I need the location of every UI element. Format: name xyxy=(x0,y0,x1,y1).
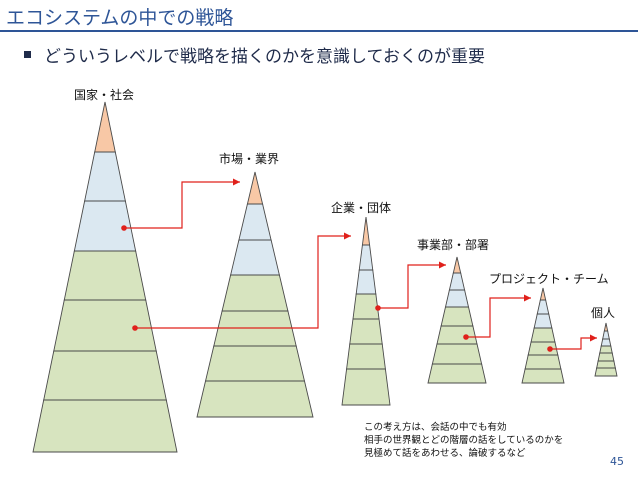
label-company-organization: 企業・団体 xyxy=(331,201,392,215)
pyramid-company-organization xyxy=(341,216,391,406)
pyramid-middle-band xyxy=(600,338,612,347)
pyramid-middle-band xyxy=(444,289,470,308)
title-underline xyxy=(0,30,638,32)
label-market-industry: 市場・業界 xyxy=(219,152,280,166)
pyramid-middle-band xyxy=(84,151,126,202)
connector-dot-icon xyxy=(463,334,469,340)
pyramid-middle-band xyxy=(533,313,553,329)
square-bullet-icon xyxy=(24,51,31,58)
note-line: 見極めて話をあわせる、論破するなど xyxy=(364,448,526,459)
pyramid-lower-band xyxy=(596,360,616,369)
pyramid-lower-band xyxy=(521,368,565,384)
pyramid-lower-band xyxy=(597,352,615,362)
pyramid-lower-band xyxy=(196,380,314,418)
connector-dot-icon xyxy=(375,305,381,311)
connector-line xyxy=(378,264,446,309)
pyramid-middle-band xyxy=(230,239,280,276)
pyramid-lower-band xyxy=(221,274,289,312)
label-project-team: プロジェクト・チーム xyxy=(489,272,609,286)
pyramid-lower-band xyxy=(440,306,474,327)
bullet-text: どういうレベルで戦略を描くのかを意識しておくのが重要 xyxy=(44,47,485,67)
pyramid-lower-band xyxy=(599,345,613,354)
pyramid-middle-band xyxy=(536,299,550,315)
arrow-head-icon xyxy=(590,334,597,342)
explanation-note: この考え方は、会話の中でも有効 相手の世界観とどの階層の話をしているのかを 見極… xyxy=(364,421,563,460)
pyramid-lower-band xyxy=(32,399,178,453)
pyramid-lower-band xyxy=(346,343,386,370)
pyramid-top-band xyxy=(452,256,462,274)
pyramid-lower-band xyxy=(431,343,483,365)
connector-dot-icon xyxy=(547,346,553,352)
connector-line xyxy=(124,181,240,229)
note-line: この考え方は、会話の中でも有効 xyxy=(364,422,507,433)
pyramid-lower-band xyxy=(63,250,147,301)
pyramid-lower-band xyxy=(43,350,167,401)
pyramid-lower-band xyxy=(427,363,487,384)
pyramid-top-band xyxy=(539,287,547,301)
connector-line xyxy=(466,297,531,338)
note-line: 相手の世界観とどの階層の話をしているのかを xyxy=(364,435,564,446)
connector-dot-icon xyxy=(132,325,138,331)
arrow-head-icon xyxy=(344,232,351,240)
arrow-head-icon xyxy=(233,178,240,186)
arrow-head-icon xyxy=(524,294,531,302)
pyramid-middle-band xyxy=(238,203,272,241)
pyramid-top-band xyxy=(603,322,609,332)
pyramid-lower-band xyxy=(530,327,556,343)
label-division-department: 事業部・部署 xyxy=(417,238,490,252)
pyramid-lower-band xyxy=(352,293,380,320)
label-individual: 個人 xyxy=(591,306,616,320)
connector-line xyxy=(550,337,597,350)
pyramid-nation-society xyxy=(32,101,178,453)
pyramid-lower-band xyxy=(349,318,383,345)
pyramid-lower-band xyxy=(341,368,391,406)
pyramid-lower-band xyxy=(53,299,157,352)
label-nation-society: 国家・社会 xyxy=(74,88,135,102)
pyramid-lower-band xyxy=(594,367,618,377)
bullet-point: どういうレベルで戦略を描くのかを意識しておくのが重要 xyxy=(24,42,485,67)
slide-title: エコシステムの中での戦略 xyxy=(6,7,234,29)
pyramid-individual xyxy=(594,322,618,377)
connector-dot-icon xyxy=(121,225,127,231)
pyramid-top-band xyxy=(361,216,371,246)
pyramid-top-band xyxy=(246,171,264,205)
connector-line xyxy=(135,235,351,329)
pyramid-top-band xyxy=(94,101,116,153)
pyramid-project-team xyxy=(521,287,565,384)
pyramid-middle-band xyxy=(358,244,374,271)
page-number: 45 xyxy=(610,455,624,468)
pyramid-middle-band xyxy=(602,330,610,340)
arrow-head-icon xyxy=(439,261,446,269)
pyramid-lower-band xyxy=(436,325,478,345)
pyramid-middle-band xyxy=(355,269,377,295)
pyramid-division-department xyxy=(427,256,487,384)
pyramid-market-industry xyxy=(196,171,314,418)
pyramid-lower-band xyxy=(204,345,306,382)
pyramid-middle-band xyxy=(73,200,137,252)
pyramid-lower-band xyxy=(524,354,562,370)
pyramid-middle-band xyxy=(448,272,466,291)
